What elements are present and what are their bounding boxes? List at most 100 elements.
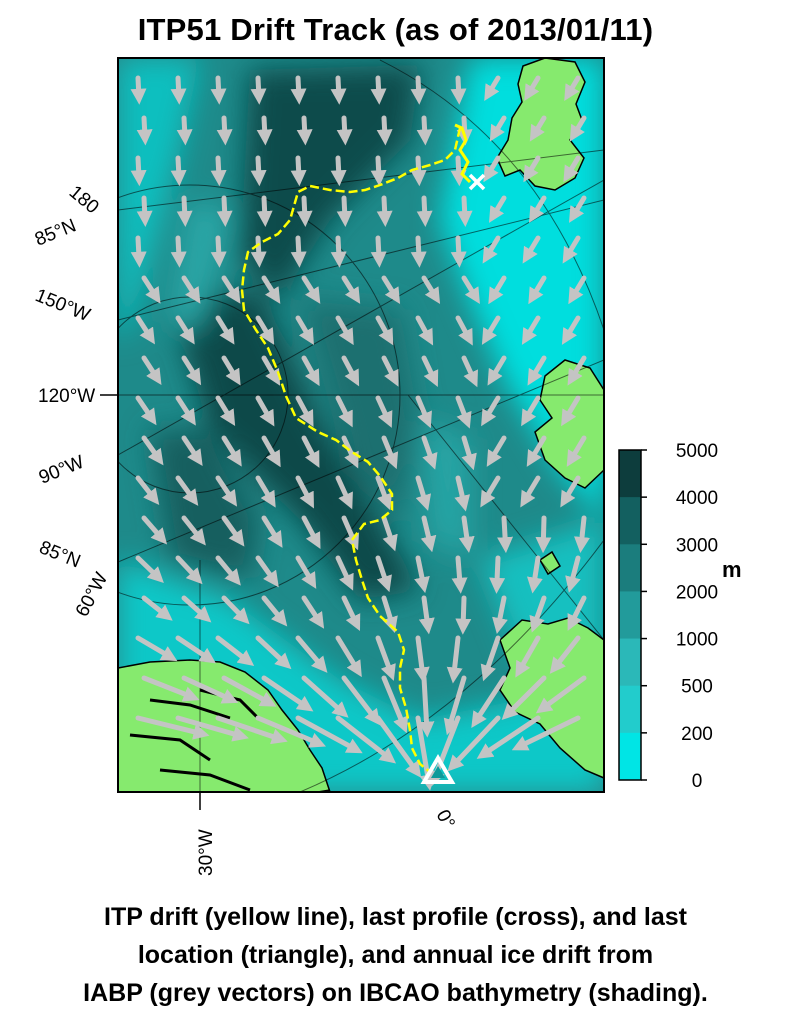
ice-drift-vector	[181, 515, 206, 546]
colorbar-tick-label: 0	[692, 771, 703, 792]
ice-drift-vector	[250, 155, 267, 187]
ice-drift-vector	[480, 635, 501, 682]
ice-drift-vector	[135, 475, 160, 506]
ice-drift-vector	[410, 75, 427, 105]
lat-85n-lower-label: 85°N	[36, 537, 83, 572]
ice-drift-vector	[376, 195, 393, 227]
ice-drift-vector	[250, 235, 267, 268]
ice-drift-vector	[336, 195, 353, 227]
ice-drift-vector	[370, 155, 387, 187]
ice-drift-vector	[335, 475, 353, 510]
ice-drift-vector	[255, 475, 276, 508]
colorbar-tick-label: 3000	[676, 535, 718, 556]
ice-drift-vector	[461, 275, 480, 305]
ice-drift-vector	[135, 635, 178, 662]
small-island	[539, 550, 561, 576]
lon-120w-label: 120°W	[38, 386, 95, 407]
ice-drift-vector	[170, 235, 187, 268]
ice-drift-vector	[175, 395, 196, 426]
ice-drift-vector	[410, 235, 427, 268]
greenland-land	[118, 659, 331, 792]
ice-drift-vector	[416, 115, 433, 146]
ice-drift-vector	[375, 555, 392, 593]
ice-drift-vector	[255, 315, 275, 345]
chart-title: ITP51 Drift Track (as of 2013/01/11)	[137, 12, 654, 47]
ice-drift-vector	[447, 715, 501, 772]
ice-drift-vector	[414, 555, 430, 594]
ice-drift-vector	[511, 715, 581, 751]
ice-drift-vector	[221, 675, 277, 707]
ice-drift-vector	[295, 395, 314, 427]
ice-drift-vector	[335, 555, 354, 591]
colorbar-segment	[619, 544, 641, 592]
ice-drift-vector	[210, 75, 227, 105]
ice-drift-vector	[521, 315, 541, 345]
caption-line-3: IABP (grey vectors) on IBCAO bathymetry …	[83, 979, 708, 1007]
ice-drift-vector	[141, 515, 168, 545]
ice-drift-vector	[480, 475, 501, 508]
ice-drift-vector	[136, 195, 153, 227]
ice-drift-vector	[135, 315, 155, 345]
axis-ticks	[100, 394, 331, 810]
ice-drift-vector	[256, 195, 273, 227]
ice-drift-vector	[301, 435, 320, 468]
lon-180-label: 180	[65, 182, 103, 218]
ice-drift-vector	[141, 435, 164, 466]
ice-drift-vector	[484, 75, 501, 101]
ice-drift-vector	[454, 475, 470, 512]
ice-drift-vector	[215, 635, 255, 667]
ice-drift-vector	[450, 155, 467, 187]
ice-drift-vector	[301, 275, 321, 304]
ice-drift-vector	[255, 395, 275, 427]
ice-drift-vector	[529, 595, 547, 633]
ice-drift-vector	[135, 715, 210, 740]
ice-drift-vector	[566, 435, 587, 467]
ice-drift-vector	[261, 275, 281, 304]
ice-drift-vector	[515, 635, 541, 678]
ice-drift-vector	[549, 635, 581, 674]
lat-85n-upper-label: 85°N	[32, 215, 79, 250]
ice-drift-vector	[175, 315, 195, 345]
ice-drift-vector	[376, 115, 393, 146]
caption-line-1: ITP drift (yellow line), last profile (c…	[104, 903, 687, 931]
ice-drift-vector	[471, 675, 507, 728]
ice-drift-vector	[563, 155, 581, 183]
colorbar-tick-label: 500	[681, 677, 713, 698]
ice-drift-vector	[261, 435, 281, 468]
ice-drift-vector	[418, 675, 435, 738]
ice-drift-vector	[489, 115, 507, 142]
ice-drift-vector	[301, 675, 349, 718]
ice-drift-vector	[336, 115, 353, 146]
figure-caption: ITP drift (yellow line), last profile (c…	[0, 898, 791, 1012]
ice-drift-vector	[330, 75, 347, 105]
map-frame	[117, 57, 605, 793]
ice-drift-vector	[255, 715, 327, 748]
lon-150w-label: 150°W	[32, 285, 93, 326]
ice-drift-vector	[221, 515, 245, 547]
ice-drift-vector	[295, 555, 317, 589]
ice-drift-vector	[455, 315, 473, 346]
ice-drift-vector	[528, 275, 547, 305]
ice-drift-vector	[135, 395, 157, 426]
colorbar-tick-label: 4000	[676, 488, 718, 509]
ice-drift-vector	[341, 435, 359, 469]
ice-drift-vector	[416, 195, 433, 227]
ice-drift-vector	[130, 75, 147, 105]
ice-drift-vector	[375, 315, 394, 346]
ice-drift-vector	[216, 195, 233, 227]
ice-drift-vector	[176, 115, 193, 146]
ice-drift-vector	[221, 275, 241, 304]
ice-drift-vector	[421, 435, 438, 470]
ice-drift-vector	[181, 275, 201, 304]
ice-drift-vector	[141, 355, 162, 385]
ice-drift-vector	[290, 75, 307, 105]
ice-drift-vector	[565, 555, 581, 593]
map-area	[118, 58, 604, 792]
ice-drift-vector	[181, 675, 239, 704]
ice-drift-vector	[261, 515, 283, 548]
ice-drift-vector	[381, 515, 398, 552]
ice-drift-vector	[295, 475, 314, 509]
colorbar-tick-label: 2000	[676, 582, 718, 603]
ice-drift-vector	[421, 355, 439, 387]
